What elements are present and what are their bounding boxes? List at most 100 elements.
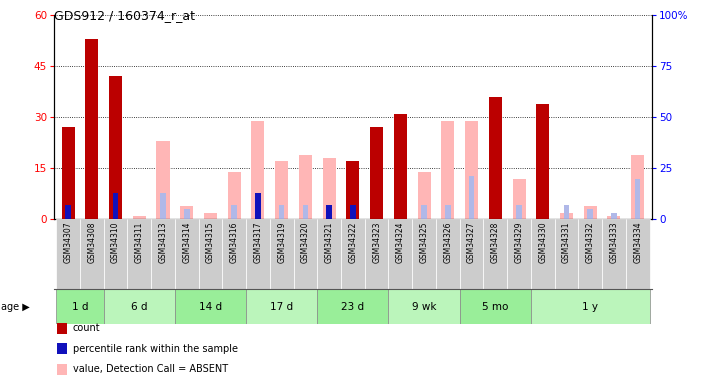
Bar: [160, 193, 166, 219]
Bar: [607, 216, 620, 219]
Bar: [465, 121, 478, 219]
Bar: [531, 219, 554, 289]
Text: GSM34320: GSM34320: [301, 222, 310, 263]
Bar: [299, 154, 312, 219]
Bar: [483, 219, 507, 289]
Bar: [127, 219, 151, 289]
Bar: [65, 205, 71, 219]
Bar: [445, 205, 451, 219]
Bar: [204, 213, 217, 219]
Bar: [602, 219, 626, 289]
Bar: [279, 205, 284, 219]
Text: 1 d: 1 d: [72, 302, 88, 312]
Bar: [270, 219, 294, 289]
Text: GSM34331: GSM34331: [562, 222, 571, 263]
Text: value, Detection Call = ABSENT: value, Detection Call = ABSENT: [73, 364, 228, 374]
Bar: [507, 219, 531, 289]
Text: GSM34307: GSM34307: [64, 222, 73, 263]
Bar: [56, 289, 103, 324]
Bar: [103, 289, 175, 324]
Text: 9 wk: 9 wk: [412, 302, 437, 312]
Bar: [365, 219, 388, 289]
Text: GSM34322: GSM34322: [348, 222, 358, 263]
Text: GSM34327: GSM34327: [467, 222, 476, 263]
Text: GSM34328: GSM34328: [491, 222, 500, 263]
Bar: [560, 213, 573, 219]
Bar: [322, 158, 336, 219]
Bar: [246, 289, 317, 324]
Bar: [626, 219, 650, 289]
Text: 14 d: 14 d: [199, 302, 222, 312]
Text: GSM34323: GSM34323: [372, 222, 381, 263]
Bar: [151, 219, 175, 289]
Text: GSM34325: GSM34325: [419, 222, 429, 263]
Text: GSM34332: GSM34332: [586, 222, 595, 263]
Bar: [388, 219, 412, 289]
Bar: [103, 219, 127, 289]
Bar: [346, 162, 360, 219]
Text: GSM34308: GSM34308: [88, 222, 96, 263]
Bar: [255, 193, 261, 219]
Text: GSM34319: GSM34319: [277, 222, 286, 263]
Text: GSM34315: GSM34315: [206, 222, 215, 263]
Text: GSM34324: GSM34324: [396, 222, 405, 263]
Text: GSM34310: GSM34310: [111, 222, 120, 263]
Bar: [199, 219, 223, 289]
Bar: [554, 219, 579, 289]
Bar: [327, 205, 332, 219]
Text: GSM34330: GSM34330: [538, 222, 547, 263]
Text: age ▶: age ▶: [1, 302, 30, 312]
Text: 1 y: 1 y: [582, 302, 598, 312]
Bar: [421, 205, 426, 219]
Bar: [303, 205, 308, 219]
Bar: [564, 205, 569, 219]
Bar: [442, 121, 454, 219]
Text: count: count: [73, 323, 100, 333]
Bar: [436, 219, 460, 289]
Bar: [175, 289, 246, 324]
Bar: [370, 128, 383, 219]
Bar: [469, 177, 475, 219]
Bar: [56, 219, 80, 289]
Bar: [635, 178, 640, 219]
Text: GSM34314: GSM34314: [182, 222, 191, 263]
Text: 6 d: 6 d: [131, 302, 147, 312]
Bar: [394, 114, 407, 219]
Text: GSM34333: GSM34333: [610, 222, 618, 263]
Bar: [184, 209, 190, 219]
Bar: [579, 219, 602, 289]
Bar: [317, 219, 341, 289]
Bar: [251, 121, 264, 219]
Bar: [516, 205, 522, 219]
Text: GSM34329: GSM34329: [515, 222, 523, 263]
Text: GSM34313: GSM34313: [159, 222, 167, 263]
Bar: [460, 219, 483, 289]
Bar: [327, 205, 332, 219]
Text: GSM34326: GSM34326: [443, 222, 452, 263]
Bar: [412, 219, 436, 289]
Bar: [294, 219, 317, 289]
Bar: [113, 193, 118, 219]
Bar: [418, 172, 431, 219]
Text: percentile rank within the sample: percentile rank within the sample: [73, 344, 238, 354]
Bar: [631, 154, 644, 219]
Bar: [109, 76, 122, 219]
Bar: [611, 213, 617, 219]
Bar: [341, 219, 365, 289]
Text: GSM34334: GSM34334: [633, 222, 642, 263]
Bar: [388, 289, 460, 324]
Bar: [531, 289, 650, 324]
Text: GSM34317: GSM34317: [253, 222, 263, 263]
Bar: [175, 219, 199, 289]
Bar: [513, 178, 526, 219]
Text: GSM34311: GSM34311: [135, 222, 144, 263]
Text: GSM34316: GSM34316: [230, 222, 238, 263]
Bar: [223, 219, 246, 289]
Bar: [62, 128, 75, 219]
Text: 5 mo: 5 mo: [482, 302, 508, 312]
Bar: [587, 209, 593, 219]
Bar: [80, 219, 103, 289]
Bar: [255, 193, 261, 219]
Bar: [133, 216, 146, 219]
Text: 17 d: 17 d: [270, 302, 293, 312]
